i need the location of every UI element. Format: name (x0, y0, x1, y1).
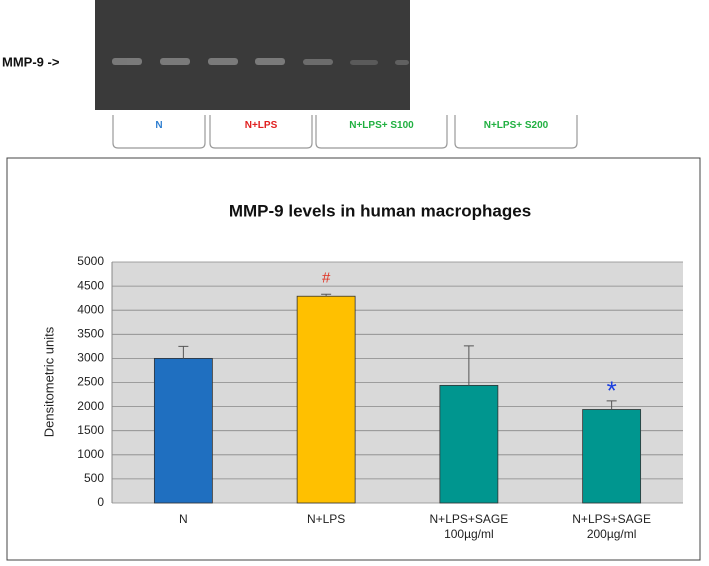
significance-mark: * (607, 376, 617, 406)
y-tick-label: 3000 (77, 351, 104, 365)
x-tick-label: N+LPS (306, 512, 346, 526)
y-tick-label: 3500 (77, 326, 104, 340)
y-tick-label: 1000 (77, 447, 104, 461)
gel-group-label: N+LPS (244, 120, 278, 131)
y-tick-label: 4500 (77, 278, 104, 292)
y-axis-label: Densitometric units (41, 326, 56, 437)
error-bar (463, 345, 474, 386)
y-tick-label: 1500 (77, 423, 104, 437)
error-bar (606, 400, 617, 410)
y-tick-label: 4000 (77, 302, 104, 316)
y-tick-label: 2500 (77, 375, 104, 389)
y-tick-label: 2000 (77, 399, 104, 413)
error-bar (321, 293, 332, 297)
gel-marker-label: MMP-9 -> (2, 54, 60, 69)
x-tick-label: N+LPS+SAGE 100µg/ml (429, 512, 509, 541)
gel-image (95, 0, 410, 110)
bar (296, 295, 356, 504)
y-tick-label: 0 (97, 495, 104, 509)
bar (582, 409, 642, 504)
significance-mark: # (322, 269, 331, 286)
gel-group-label: N+LPS+ S100 (349, 120, 414, 131)
x-tick-label: N+LPS+SAGE 200µg/ml (572, 512, 651, 541)
group-brackets (112, 115, 578, 149)
error-bar (178, 345, 189, 359)
y-tick-label: 500 (84, 471, 104, 485)
gel-group-label: N (155, 120, 163, 131)
bar (439, 384, 499, 504)
y-tick-label: 5000 (77, 254, 104, 268)
gel-bands (112, 58, 409, 65)
x-tick-label: N (179, 512, 188, 526)
bar (153, 357, 213, 504)
gel-group-label: N+LPS+ S200 (483, 120, 549, 131)
chart-title: MMP-9 levels in human macrophages (229, 201, 531, 220)
